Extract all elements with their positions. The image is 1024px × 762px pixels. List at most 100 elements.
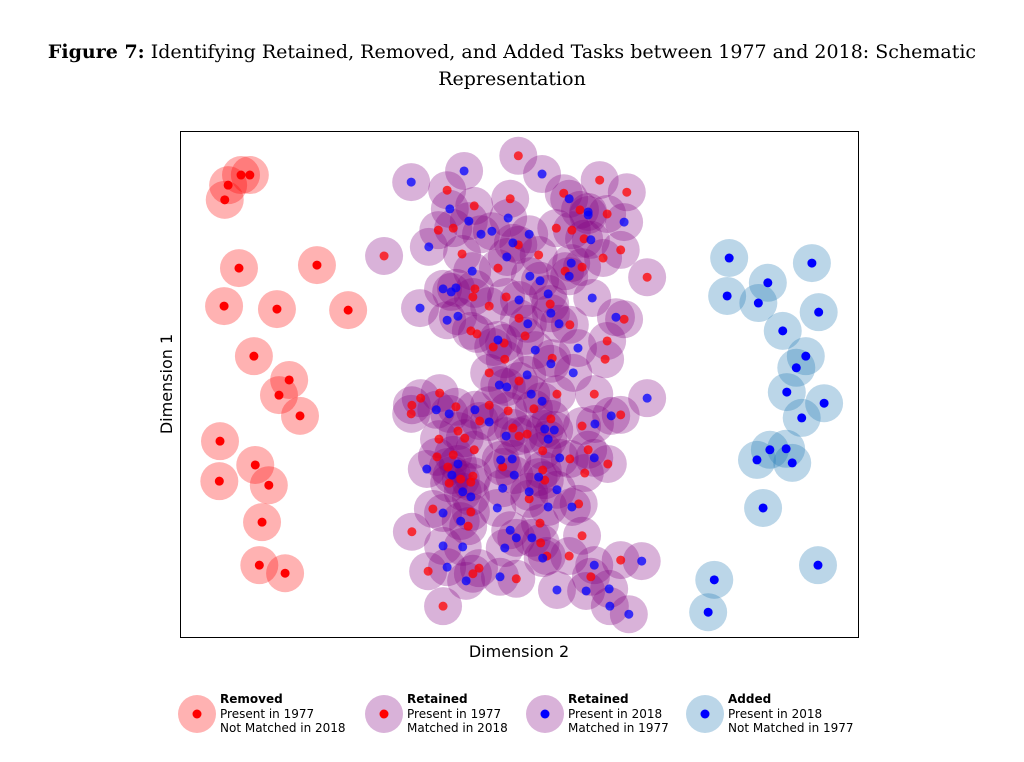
retained_2018-point bbox=[619, 217, 629, 227]
retained_2018-point bbox=[522, 370, 532, 380]
removed-point bbox=[274, 390, 284, 400]
retained_2018-point bbox=[527, 533, 537, 543]
retained_2018-point bbox=[604, 584, 614, 594]
retained_1977-point bbox=[595, 175, 605, 185]
retained_2018-point bbox=[438, 541, 448, 551]
removed-point bbox=[249, 351, 259, 361]
halo-layer bbox=[200, 136, 844, 634]
legend-dot-marker bbox=[379, 709, 389, 719]
x-axis-label: Dimension 2 bbox=[469, 642, 569, 661]
retained_2018-point bbox=[543, 434, 553, 444]
retained_1977-point bbox=[501, 292, 511, 302]
retained_2018-point bbox=[464, 216, 474, 226]
retained_2018-point bbox=[442, 562, 452, 572]
retained_2018-point bbox=[546, 359, 556, 369]
retained_2018-point bbox=[564, 194, 574, 204]
retained_1977-point bbox=[505, 194, 515, 204]
retained_1977-point bbox=[552, 389, 562, 399]
retained_1977-point bbox=[603, 459, 613, 469]
added-point bbox=[778, 326, 788, 336]
retained_2018-point bbox=[503, 213, 513, 223]
retained_1977-point bbox=[511, 574, 521, 584]
retained_1977-point bbox=[600, 354, 610, 364]
retained_1977-point bbox=[379, 251, 389, 261]
retained_2018-point bbox=[470, 405, 480, 415]
added-point bbox=[814, 307, 824, 317]
retained_2018-point bbox=[424, 242, 434, 252]
retained_2018-point bbox=[466, 492, 476, 502]
retained_1977-point bbox=[622, 187, 632, 197]
retained_1977-point bbox=[435, 388, 445, 398]
retained_1977-point bbox=[500, 354, 510, 364]
retained_2018-point bbox=[537, 396, 547, 406]
retained_1977-point bbox=[577, 262, 587, 272]
retained_2018-point bbox=[543, 502, 553, 512]
retained_1977-point bbox=[407, 527, 417, 537]
retained_1977-point bbox=[529, 404, 539, 414]
retained_2018-point bbox=[458, 487, 468, 497]
retained_1977-point bbox=[472, 329, 482, 339]
retained_1977-point bbox=[575, 205, 585, 215]
added-point bbox=[709, 575, 719, 585]
retained_2018-point bbox=[487, 226, 497, 236]
retained_2018-point bbox=[438, 284, 448, 294]
retained_1977-point bbox=[577, 531, 587, 541]
legend-line1: Present in 1977 bbox=[407, 707, 501, 721]
retained_2018-point bbox=[406, 177, 416, 187]
retained_2018-point bbox=[431, 405, 441, 415]
retained_1977-point bbox=[616, 245, 626, 255]
added-point bbox=[782, 387, 792, 397]
retained_1977-point bbox=[535, 518, 545, 528]
retained_2018-point bbox=[495, 572, 505, 582]
added-point bbox=[753, 298, 763, 308]
legend-line1: Present in 2018 bbox=[728, 707, 822, 721]
added-point bbox=[807, 258, 817, 268]
retained_2018-point bbox=[530, 345, 540, 355]
scatter-plot bbox=[180, 131, 859, 638]
retained_1977-point bbox=[602, 336, 612, 346]
removed-point bbox=[214, 476, 224, 486]
retained_2018-point bbox=[502, 252, 512, 262]
retained_2018-point bbox=[523, 319, 533, 329]
retained_2018-point bbox=[587, 293, 597, 303]
retained_1977-point bbox=[493, 263, 503, 273]
retained_1977-point bbox=[453, 426, 463, 436]
removed-point bbox=[284, 375, 294, 385]
legend-title: Added bbox=[728, 692, 771, 706]
retained_1977-point bbox=[460, 433, 470, 443]
retained_2018-point bbox=[453, 311, 463, 321]
dot-layer bbox=[214, 151, 829, 619]
retained_1977-point bbox=[514, 376, 524, 386]
removed-point bbox=[295, 411, 305, 421]
retained_1977-point bbox=[468, 569, 478, 579]
retained_2018-point bbox=[611, 312, 621, 322]
retained_2018-point bbox=[554, 319, 564, 329]
retained_2018-point bbox=[525, 271, 535, 281]
retained_1977-point bbox=[457, 249, 467, 259]
retained_2018-point bbox=[524, 229, 534, 239]
retained_1977-point bbox=[484, 301, 494, 311]
retained_2018-point bbox=[442, 315, 452, 325]
retained_2018-point bbox=[492, 503, 502, 513]
retained_2018-point bbox=[422, 464, 432, 474]
retained_2018-point bbox=[564, 271, 574, 281]
retained_1977-point bbox=[579, 234, 589, 244]
added-point bbox=[819, 398, 829, 408]
retained_1977-point bbox=[520, 331, 530, 341]
retained_1977-point bbox=[565, 454, 575, 464]
y-axis-label: Dimension 1 bbox=[157, 334, 176, 434]
retained_1977-point bbox=[580, 468, 590, 478]
retained_2018-point bbox=[453, 459, 463, 469]
retained_2018-point bbox=[538, 553, 548, 563]
plot-frame bbox=[180, 131, 859, 638]
retained_2018-point bbox=[586, 235, 596, 245]
retained_2018-point bbox=[624, 609, 634, 619]
removed-point bbox=[280, 568, 290, 578]
retained_1977-point bbox=[551, 223, 561, 233]
added-point bbox=[722, 291, 732, 301]
retained_1977-point bbox=[484, 368, 494, 378]
retained_2018-point bbox=[501, 431, 511, 441]
